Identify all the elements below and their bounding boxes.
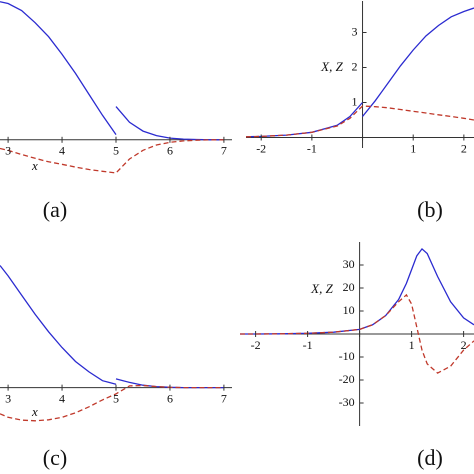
x-tick-label: 5: [113, 391, 119, 405]
curve: [240, 247, 474, 335]
x-tick-label: -1: [303, 338, 313, 352]
y-tick-label: 3: [352, 24, 358, 38]
y-tick-label: -30: [339, 395, 355, 409]
x-tick-label: -2: [256, 141, 266, 155]
x-tick-label: 5: [113, 144, 119, 158]
x-axis-label: x: [31, 404, 38, 419]
x-tick-label: 2: [461, 141, 467, 155]
y-axis-label: X, Z: [320, 59, 343, 74]
x-tick-label: 2: [461, 338, 467, 352]
y-tick-label: -10: [339, 349, 355, 363]
curve: [246, 7, 474, 138]
panel-label: (a): [43, 197, 67, 222]
curve: [0, 139, 224, 174]
y-tick-label: 1: [352, 94, 358, 108]
x-tick-label: -2: [251, 338, 261, 352]
x-tick-label: 1: [410, 141, 416, 155]
y-axis-label: X, Z: [310, 281, 333, 296]
x-tick-label: 4: [59, 144, 65, 158]
x-tick-label: 3: [5, 144, 11, 158]
curve: [246, 105, 474, 138]
y-tick-label: 30: [343, 257, 355, 271]
y-tick-label: 10: [343, 303, 355, 317]
curve: [0, 384, 224, 422]
panel-label: (c): [43, 445, 67, 470]
curve: [240, 293, 474, 374]
panel: [240, 242, 474, 426]
x-tick-label: -1: [307, 141, 317, 155]
curve: [0, 265, 224, 389]
x-axis-label: x: [31, 158, 38, 173]
y-tick-label: 20: [343, 280, 355, 294]
x-tick-label: 3: [5, 391, 11, 405]
curve: [0, 1, 224, 141]
y-tick-label: -20: [339, 372, 355, 386]
y-tick-label: 2: [352, 59, 358, 73]
x-tick-label: 1: [409, 338, 415, 352]
panel-label: (b): [417, 197, 443, 222]
x-tick-label: 7: [221, 144, 227, 158]
x-tick-label: 6: [167, 144, 173, 158]
x-tick-label: 6: [167, 391, 173, 405]
panel-label: (d): [417, 445, 443, 470]
panel: [246, 1, 474, 148]
x-tick-label: 7: [221, 391, 227, 405]
x-tick-label: 4: [59, 391, 65, 405]
